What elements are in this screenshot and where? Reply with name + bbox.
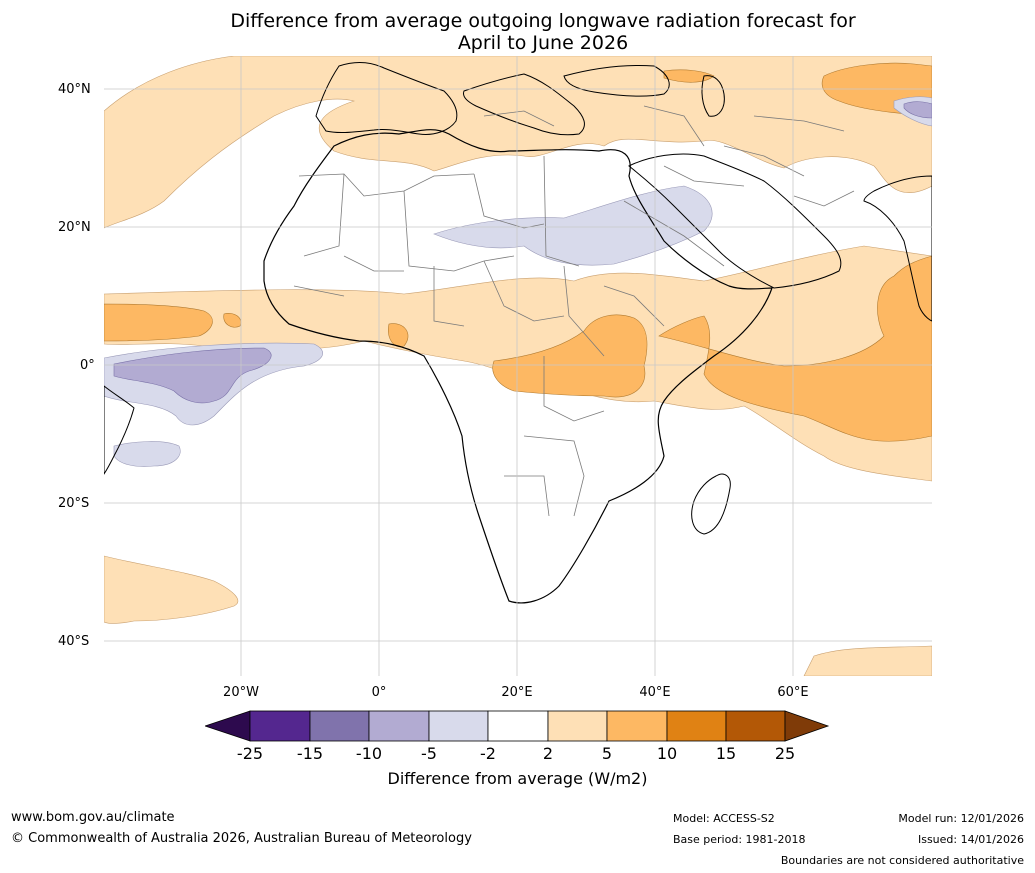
colorbar-bin-1 [249,710,311,742]
colorbar-tick: 2 [542,744,554,763]
lon-label-0: 0° [371,685,387,700]
europe-coastline [315,62,670,136]
colorbar-bin-7 [606,710,668,742]
forecast-map [104,56,932,676]
model-run-text: Model run: 12/01/2026 [898,812,1024,825]
website-link[interactable]: www.bom.gov.au/climate [11,810,175,825]
colorbar-bin-6 [547,710,608,742]
disclaimer-text: Boundaries are not considered authoritat… [780,854,1024,867]
lat-label-equator: 0° [80,358,95,373]
lat-label-40n: 40°N [58,82,91,97]
colorbar-bin-2 [309,710,370,742]
lon-label-20e: 20°E [501,685,533,700]
africa-coastline [263,129,773,604]
title-line-2: April to June 2026 [457,32,629,54]
colorbar-tick: -15 [296,744,324,763]
colorbar-tick: 25 [774,744,796,763]
colorbar-bin-5 [487,710,549,742]
colorbar-tick: -2 [480,744,496,763]
colorbar-bin-9 [725,710,786,742]
arabia-coastline [628,153,842,289]
title-line-1: Difference from average outgoing longwav… [230,10,856,32]
colorbar-over-arrow [784,710,830,742]
colorbar-tick: 5 [601,744,613,763]
model-text: Model: ACCESS-S2 [673,812,775,825]
colorbar-bin-4 [428,710,489,742]
lon-label-40e: 40°E [639,685,671,700]
lat-label-40s: 40°S [58,634,90,649]
caspian-coastline [701,75,725,117]
colorbar-tick: 10 [656,744,678,763]
colorbar-under-arrow [205,710,251,742]
madagascar-coastline [691,473,731,535]
colorbar-tick: -10 [355,744,383,763]
colorbar-tick: 15 [715,744,737,763]
colorbar-tick: -5 [421,744,437,763]
colorbar-bin-3 [368,710,430,742]
base-period-text: Base period: 1981-2018 [673,833,806,846]
anomaly-minus10-to-minus5-regions [113,101,932,404]
issued-text: Issued: 14/01/2026 [917,833,1024,846]
graticule [104,56,932,676]
india-coastline [863,175,932,322]
copyright-text: © Commonwealth of Australia 2026, Austra… [11,831,472,846]
south-america-coastline [104,385,135,475]
colorbar-tick: -25 [236,744,264,763]
chart-title: Difference from average outgoing longwav… [110,10,976,54]
country-borders [293,105,855,517]
lon-label-60e: 60°E [777,685,809,700]
lat-label-20s: 20°S [58,496,90,511]
colorbar-label: Difference from average (W/m2) [387,769,648,788]
lat-label-20n: 20°N [58,220,91,235]
lon-label-20w: 20°W [223,685,259,700]
colorbar [205,710,830,742]
colorbar-bin-8 [666,710,727,742]
